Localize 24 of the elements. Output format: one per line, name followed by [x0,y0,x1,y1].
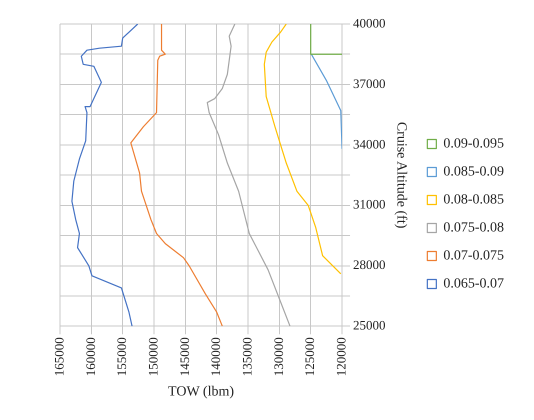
y-tick-label: 31000 [353,196,386,212]
x-tick-label: 130000 [270,337,286,376]
legend-label: 0.065-0.07 [443,276,504,292]
x-tick-label: 135000 [239,337,254,376]
x-tick-label: 160000 [82,337,98,376]
x-tick-label: 120000 [333,337,348,376]
legend-label: 0.08-0.085 [443,192,504,208]
y-tick-label: 34000 [353,136,386,152]
x-tick-label: 155000 [114,337,130,376]
legend-label: 0.085-0.09 [443,164,504,180]
y-axis-title: Cruise Altitude (ft) [393,122,408,229]
x-axis-title: TOW (lbm) [168,384,234,400]
y-tick-label: 25000 [353,318,386,333]
x-tick-label: 165000 [51,337,66,376]
y-tick-label: 40000 [353,15,386,30]
x-tick-label: 125000 [302,337,318,376]
x-tick-label: 140000 [208,337,224,376]
x-tick-label: 150000 [145,337,160,376]
x-tick-label: 145000 [176,337,192,376]
legend-label: 0.09-0.095 [443,136,504,152]
y-tick-label: 28000 [353,257,386,272]
y-tick-label: 37000 [353,76,386,91]
legend-label: 0.07-0.075 [443,248,504,264]
legend-label: 0.075-0.08 [443,220,504,236]
